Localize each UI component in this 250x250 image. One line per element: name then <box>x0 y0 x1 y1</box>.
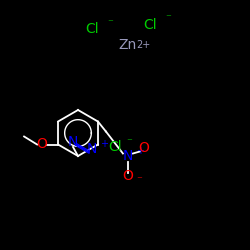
Text: ⁻: ⁻ <box>136 176 142 186</box>
Text: N: N <box>123 150 133 164</box>
Text: N: N <box>68 135 78 149</box>
Text: Cl: Cl <box>85 22 98 36</box>
Text: +: + <box>136 146 144 156</box>
Text: Zn: Zn <box>118 38 136 52</box>
Text: O: O <box>37 138 48 151</box>
Text: O: O <box>122 170 133 183</box>
Text: +: + <box>100 139 108 149</box>
Text: Cl: Cl <box>108 140 122 154</box>
Text: 2+: 2+ <box>136 40 150 50</box>
Text: Cl: Cl <box>143 18 156 32</box>
Text: N: N <box>87 142 97 156</box>
Text: ⁻: ⁻ <box>107 18 113 28</box>
Text: ⁻: ⁻ <box>165 13 171 23</box>
Text: ⁻: ⁻ <box>126 137 132 147</box>
Text: O: O <box>138 142 149 156</box>
